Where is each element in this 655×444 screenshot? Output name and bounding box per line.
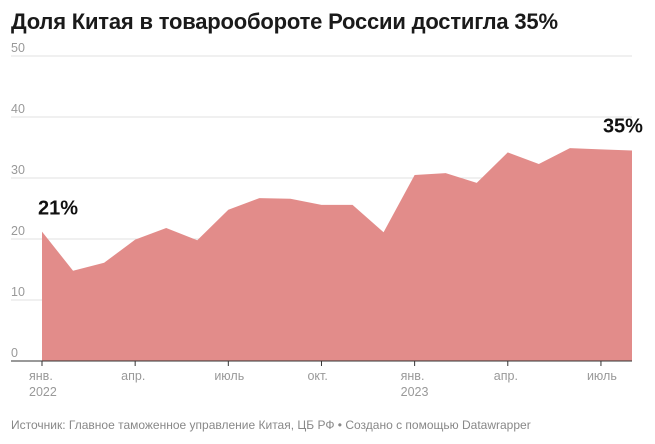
y-tick-label: 30 xyxy=(11,163,25,177)
value-annotation: 21% xyxy=(38,198,78,220)
axis-labels: янв. 2022 апр. июль окт. янв. 2023 апр. июль xyxy=(29,361,617,399)
area-fill xyxy=(42,148,632,361)
chart-title: Доля Китая в товарообороте России достиг… xyxy=(11,9,558,34)
chart-footer: Источник: Главное таможенное управление … xyxy=(11,418,531,432)
x-tick-year-label: 2022 xyxy=(29,385,57,399)
area-series xyxy=(11,148,632,362)
y-tick-label: 40 xyxy=(11,102,25,116)
x-tick-label: янв. xyxy=(401,369,425,383)
x-tick-label: апр. xyxy=(121,369,145,383)
x-tick-year-label: 2023 xyxy=(401,385,429,399)
y-tick-label: 10 xyxy=(11,285,25,299)
annotations: 21% 35% xyxy=(38,115,643,219)
y-tick-label: 20 xyxy=(11,224,25,238)
value-annotation: 35% xyxy=(603,115,643,137)
x-tick-label: янв. xyxy=(29,369,53,383)
x-tick-label: окт. xyxy=(307,369,327,383)
x-tick-label: апр. xyxy=(494,369,518,383)
x-tick-label: июль xyxy=(214,369,244,383)
y-tick-label: 50 xyxy=(11,41,25,55)
x-tick-label: июль xyxy=(587,369,617,383)
y-tick-label: 0 xyxy=(11,346,18,360)
